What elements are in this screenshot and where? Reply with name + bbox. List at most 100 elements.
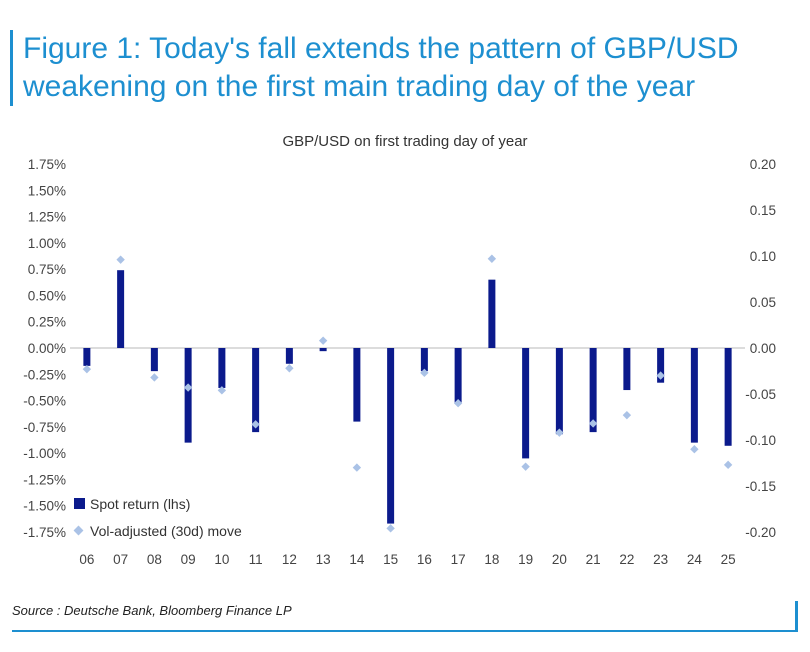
left-tick-label: -1.25% [23,472,66,487]
left-tick-label: 0.50% [28,288,66,303]
legend-bar-swatch [74,498,85,509]
bar-spot-18 [488,279,496,348]
right-tick-label: -0.20 [745,525,776,540]
category-label: 12 [282,552,297,567]
figure-title-line-1: Figure 1: Today's fall extends the patte… [23,32,739,65]
marker-vol-12 [285,364,294,373]
bar-spot-24 [690,348,698,443]
left-tick-label: 1.00% [28,236,66,251]
legend-label-vol: Vol-adjusted (30d) move [90,523,242,539]
bar-spot-20 [555,348,563,435]
left-tick-label: 1.25% [28,210,66,225]
category-label: 11 [249,552,263,567]
right-tick-label: 0.15 [750,203,776,218]
category-label: 14 [349,552,365,567]
marker-vol-24 [690,445,699,454]
bar-series [83,270,732,524]
marker-vol-18 [487,254,497,263]
marker-vol-13 [318,336,328,345]
marker-vol-08 [150,373,159,382]
marker-vol-20 [555,428,564,437]
category-label: 18 [484,552,499,567]
chart-svg: GBP/USD on first trading day of year 1.7… [23,133,776,567]
bar-spot-19 [522,348,530,459]
category-label: 10 [214,552,229,567]
bar-spot-16 [420,348,428,372]
bar-spot-17 [454,348,462,403]
right-tick-label: 0.05 [750,295,776,310]
right-tick-label: -0.05 [745,387,776,402]
marker-vol-22 [622,410,632,420]
category-label: 19 [518,552,533,567]
left-tick-label: -0.50% [23,394,66,409]
left-tick-label: -1.75% [23,525,66,540]
left-tick-label: -0.25% [23,367,66,382]
right-tick-label: -0.10 [745,433,776,448]
category-label: 09 [181,552,196,567]
left-tick-label: 1.50% [28,183,66,198]
category-label: 13 [316,552,331,567]
bar-spot-13 [319,348,327,352]
marker-series [82,254,733,533]
marker-vol-16 [420,368,429,378]
bar-spot-11 [252,348,260,433]
marker-vol-23 [656,371,665,380]
marker-vol-09 [183,383,193,392]
bottom-rule [12,630,798,632]
bar-spot-23 [657,348,665,383]
right-axis: 0.20 0.15 0.10 0.05 0.00 -0.05 -0.10 -0.15 -0.20 [745,157,776,540]
category-label: 22 [619,552,634,567]
bar-spot-21 [589,348,597,433]
category-label: 21 [586,552,601,567]
right-tick-label: -0.15 [745,479,776,494]
figure-title-line-2: weakening on the first main trading day … [23,70,696,103]
bar-spot-07 [117,270,125,348]
legend: Spot return (lhs) Vol-adjusted (30d) mov… [73,496,242,539]
chart-title: GBP/USD on first trading day of year [282,133,527,150]
category-label: 23 [653,552,668,567]
left-tick-label: -1.00% [23,446,66,461]
right-rule [795,601,798,632]
bar-spot-06 [83,348,91,366]
right-tick-label: 0.10 [750,249,776,264]
category-label: 17 [451,552,466,567]
legend-label-spot: Spot return (lhs) [90,496,190,512]
left-tick-label: -1.50% [23,499,66,514]
category-label: 20 [552,552,567,567]
bar-spot-22 [623,348,631,391]
bar-spot-12 [285,348,293,364]
bar-spot-09 [184,348,192,443]
left-tick-label: 0.00% [28,341,66,356]
category-label: 16 [417,552,432,567]
bar-spot-15 [387,348,395,524]
figure-title: Figure 1: Today's fall extends the patte… [10,30,803,106]
marker-vol-17 [453,399,463,408]
marker-vol-06 [82,364,92,374]
right-tick-label: 0.00 [750,341,776,356]
category-axis: 06 07 08 09 10 11 12 13 14 15 16 17 18 19 20 21 22 23 24 25 [79,552,735,567]
left-tick-label: 1.75% [28,157,66,172]
marker-vol-15 [386,524,395,533]
source-note: Source : Deutsche Bank, Bloomberg Financ… [12,603,292,618]
bar-spot-14 [353,348,361,422]
bar-spot-25 [724,348,732,446]
marker-vol-25 [723,460,733,470]
right-tick-label: 0.20 [750,157,776,172]
category-label: 15 [383,552,398,567]
marker-vol-07 [116,255,125,264]
category-label: 24 [687,552,703,567]
category-label: 06 [79,552,94,567]
marker-vol-21 [588,419,598,428]
legend-marker-swatch [73,525,84,536]
chart-area: GBP/USD on first trading day of year 1.7… [0,118,810,578]
left-tick-label: 0.25% [28,315,66,330]
marker-vol-14 [352,463,362,472]
bar-spot-08 [150,348,158,372]
left-tick-label: -0.75% [23,420,66,435]
category-label: 25 [721,552,736,567]
marker-vol-11 [251,420,260,429]
category-label: 08 [147,552,162,567]
category-label: 07 [113,552,128,567]
left-tick-label: 0.75% [28,262,66,277]
bar-spot-10 [218,348,226,388]
